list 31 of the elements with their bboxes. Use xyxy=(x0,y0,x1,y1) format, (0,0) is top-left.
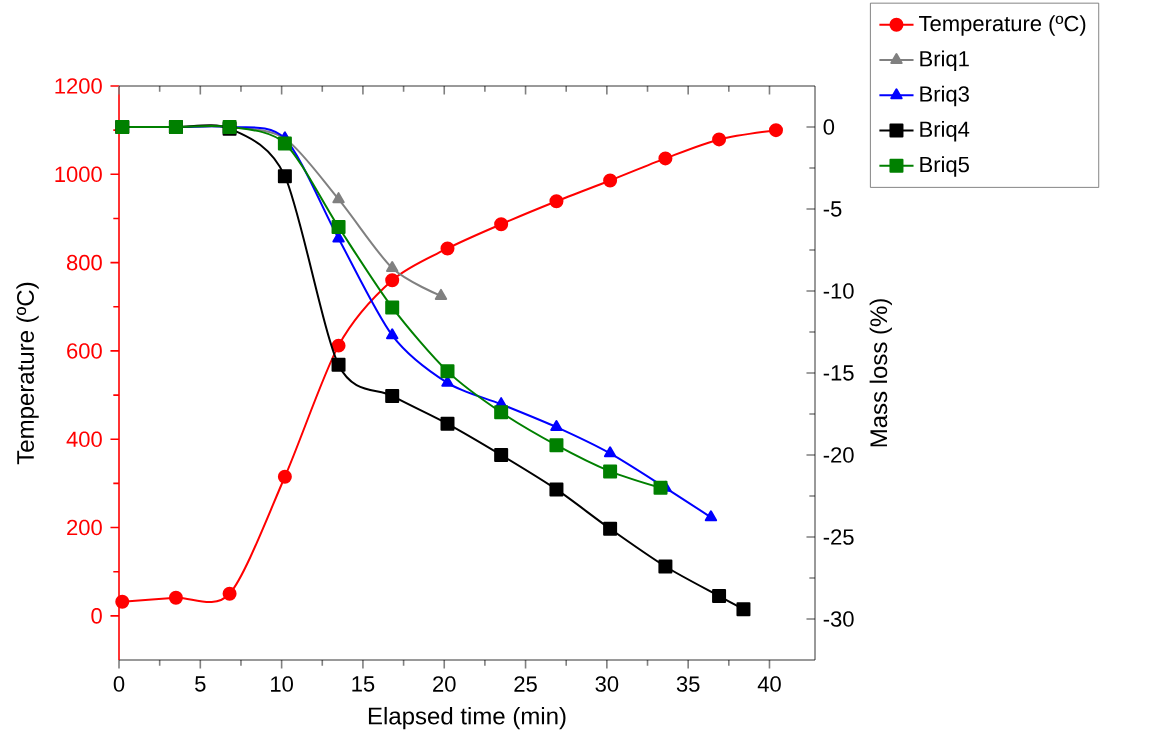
legend-label: Temperature (ºC) xyxy=(919,15,1086,36)
x-tick-label: 35 xyxy=(676,676,700,692)
legend-label: Briq4 xyxy=(920,120,970,142)
legend-label: Briq3 xyxy=(920,85,969,107)
y-axis-title: Temperature (ºC) xyxy=(16,282,39,465)
legend-label: Briq1 xyxy=(920,50,969,71)
y2-tick-label: -30 xyxy=(823,611,854,627)
x-tick-label: 0 xyxy=(113,676,125,692)
x-tick-label: 10 xyxy=(271,676,293,692)
legend-label: Briq5 xyxy=(920,156,969,177)
x-tick-label: 40 xyxy=(757,676,781,692)
y-tick-label: 1200 xyxy=(55,78,102,94)
y2-tick-label: -15 xyxy=(823,365,854,381)
y-tick-label: 200 xyxy=(67,519,102,536)
y-tick-label: 0 xyxy=(91,608,102,624)
y2-tick-label: -25 xyxy=(823,529,854,545)
y-tick-label: 600 xyxy=(67,343,102,359)
y-tick-label: 1000 xyxy=(55,166,102,183)
x-tick-label: 20 xyxy=(433,676,456,692)
x-tick-label: 30 xyxy=(595,676,619,692)
y2-tick-label: -20 xyxy=(823,447,854,463)
y2-axis-title: Mass loss (%) xyxy=(869,299,892,447)
y2-tick-label: 0 xyxy=(823,119,835,135)
x-axis-title: Elapsed time (min) xyxy=(368,706,566,730)
x-tick-label: 5 xyxy=(195,676,206,692)
y-tick-label: 400 xyxy=(66,431,102,448)
y2-tick-label: -10 xyxy=(823,283,854,299)
x-tick-label: 25 xyxy=(514,676,537,692)
y2-tick-label: -5 xyxy=(823,201,842,217)
y-tick-label: 800 xyxy=(66,254,102,271)
x-tick-label: 15 xyxy=(352,676,375,692)
